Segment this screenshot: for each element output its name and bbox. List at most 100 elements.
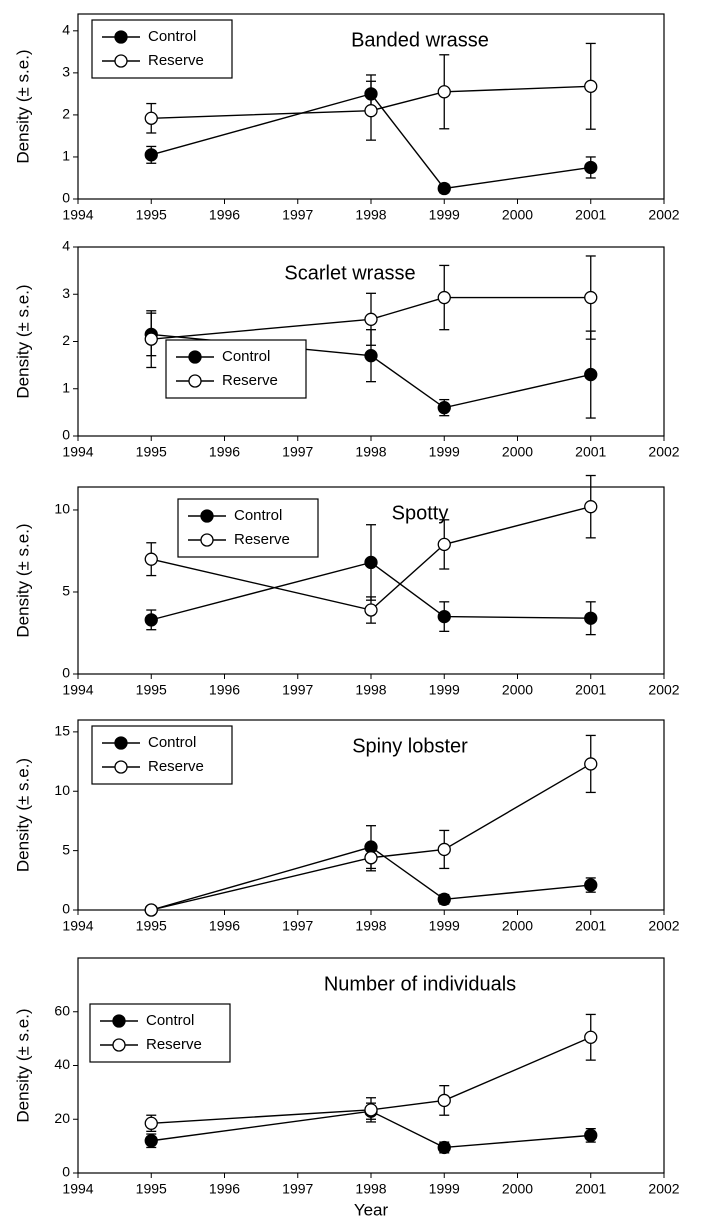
x-tick-label: 1998	[355, 918, 386, 934]
marker	[364, 1103, 378, 1117]
marker	[144, 1116, 158, 1130]
series-line	[151, 1110, 591, 1149]
y-tick-label: 0	[62, 190, 70, 206]
marker	[364, 603, 378, 617]
panel: 0 5 10 1994 1995 1996 1997 1998 1999 2000 2001 2002…	[13, 474, 680, 698]
chart-title: Scarlet wrasse	[284, 262, 415, 284]
x-tick-label: 1999	[429, 207, 460, 223]
marker	[584, 757, 598, 771]
chart-title: Spiny lobster	[352, 735, 468, 757]
x-tick-label: 1997	[282, 682, 313, 698]
legend-marker	[200, 533, 214, 547]
legend-frame	[177, 498, 319, 558]
x-tick-label: 1997	[282, 918, 313, 934]
marker	[144, 552, 158, 566]
series-line	[151, 763, 592, 911]
legend-label: Reserve	[234, 531, 290, 548]
legend-marker	[200, 509, 214, 523]
x-tick-label: 1995	[136, 444, 167, 460]
x-tick-label: 1994	[62, 682, 93, 698]
legend: Control Reserve	[177, 498, 319, 558]
x-tick-label: 1999	[429, 682, 460, 698]
series-line	[151, 561, 591, 621]
y-tick-label: 0	[62, 901, 70, 917]
marker	[584, 160, 598, 175]
marker	[364, 87, 378, 101]
y-tick-label: 3	[62, 285, 70, 301]
legend-marker	[112, 1014, 126, 1028]
x-tick-label: 1996	[209, 682, 240, 698]
x-tick-label: 1998	[355, 444, 386, 460]
legend-frame	[89, 1003, 231, 1063]
marker	[584, 367, 598, 382]
legend: Control Reserve	[165, 339, 307, 399]
x-tick-label: 1996	[209, 444, 240, 460]
marker	[437, 400, 451, 415]
x-tick-label: 1996	[209, 207, 240, 223]
x-tick-label: 1995	[136, 207, 167, 223]
x-tick-label: 1994	[62, 918, 93, 934]
x-tick-label: 2002	[648, 918, 679, 934]
series-line	[151, 506, 591, 611]
x-tick-label: 1998	[355, 682, 386, 698]
x-tick-label: 1998	[355, 1181, 386, 1197]
legend-marker	[114, 760, 128, 774]
series-line	[151, 296, 591, 340]
x-tick-label: 2000	[502, 682, 533, 698]
x-tick-label: 2002	[648, 1181, 679, 1197]
marker	[437, 85, 451, 99]
marker	[437, 181, 451, 196]
chart-title: Banded wrasse	[351, 29, 489, 51]
y-tick-label: 2	[62, 332, 70, 348]
x-tick-label: 2000	[502, 1181, 533, 1197]
panel: 0 1 2 3 4 1994 1995 1996 1997 1998 1999 2000 2001 200…	[13, 238, 679, 460]
chart-title: Number of individuals	[324, 973, 516, 995]
marker	[584, 290, 598, 305]
marker	[584, 79, 598, 93]
panel: 0 5 10 15 1994 1995 1996 1997 1998 1999 2000 2001 20…	[13, 719, 680, 934]
legend-marker	[112, 1038, 126, 1052]
x-tick-label: 2002	[648, 682, 679, 698]
marker	[144, 111, 158, 125]
panel: 0 20 40 60 1994 1995 1996 1997 1998 1999 2000 2001 2…	[13, 957, 680, 1218]
y-axis-label: Density (± s.e.)	[13, 523, 32, 637]
legend-label: Control	[148, 28, 196, 45]
y-tick-label: 20	[54, 1110, 70, 1126]
marker	[584, 1128, 598, 1143]
legend-frame	[91, 19, 233, 79]
x-tick-label: 1994	[62, 207, 93, 223]
x-tick-label: 1997	[282, 207, 313, 223]
y-tick-label: 3	[62, 64, 70, 80]
x-tick-label: 2001	[575, 444, 606, 460]
legend-frame	[165, 339, 307, 399]
legend-marker	[114, 30, 128, 44]
marker	[144, 148, 158, 162]
x-tick-label: 1997	[282, 444, 313, 460]
y-tick-label: 10	[54, 501, 70, 517]
x-tick-label: 2001	[575, 207, 606, 223]
series-line	[151, 1036, 592, 1124]
y-tick-label: 5	[62, 583, 70, 599]
marker	[364, 349, 378, 363]
y-tick-label: 10	[54, 782, 70, 798]
y-tick-label: 5	[62, 841, 70, 857]
legend: Control Reserve	[91, 725, 233, 785]
x-tick-label: 2001	[575, 682, 606, 698]
x-tick-label: 2001	[575, 918, 606, 934]
legend-label: Control	[222, 348, 270, 365]
y-axis-label: Density (± s.e.)	[13, 49, 32, 163]
marker	[437, 892, 451, 906]
y-tick-label: 4	[62, 22, 70, 38]
legend-frame	[91, 725, 233, 785]
y-tick-label: 4	[62, 238, 70, 254]
x-tick-label: 1999	[429, 918, 460, 934]
x-tick-label: 1994	[62, 444, 93, 460]
marker	[144, 613, 158, 627]
legend-marker	[188, 350, 202, 364]
x-axis-label: Year	[354, 1200, 389, 1218]
legend-label: Reserve	[222, 372, 278, 389]
legend-label: Control	[234, 507, 282, 524]
legend-marker	[114, 736, 128, 750]
legend-marker	[114, 54, 128, 68]
panel: 0 1 2 3 4 1994 1995 1996 1997 1998 1999 2000 2001 200…	[13, 13, 680, 223]
